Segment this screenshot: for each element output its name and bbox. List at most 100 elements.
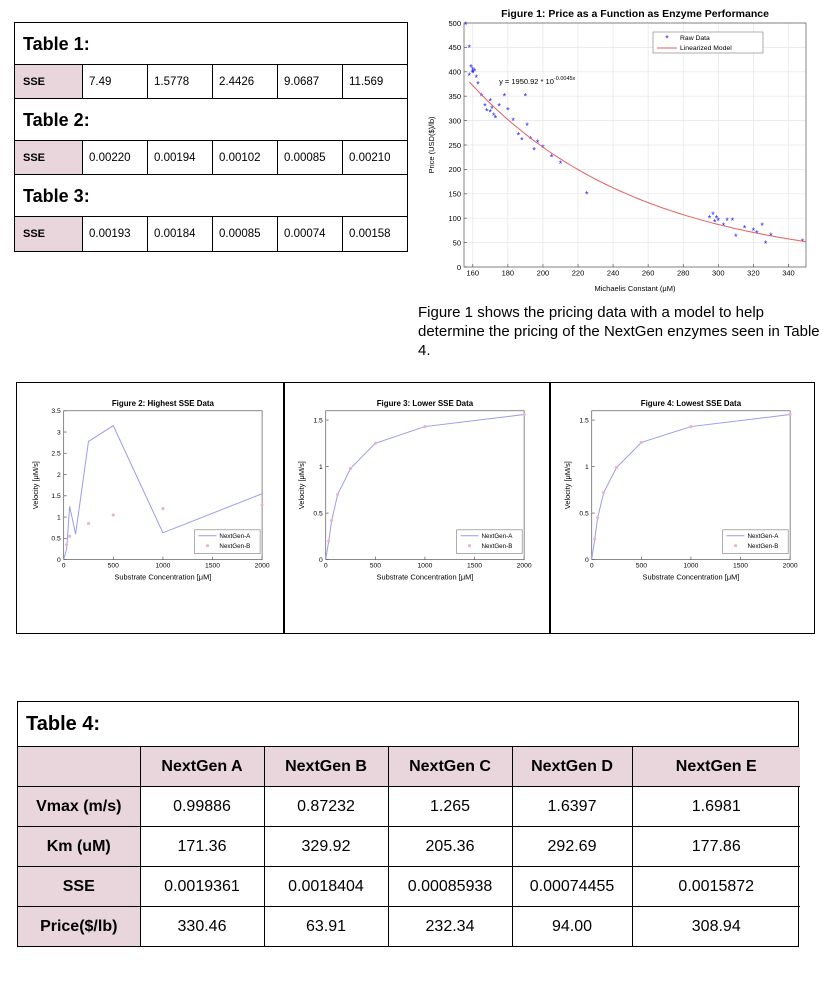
model-equation: y = 1950.92 * 10-0.0045x bbox=[499, 76, 575, 86]
data-point: * bbox=[471, 65, 475, 75]
y-axis-label: Price (USD($)/lb) bbox=[427, 116, 436, 174]
x-tick-label: 280 bbox=[677, 269, 690, 278]
table-row: SSE 0.00193 0.00184 0.00085 0.00074 0.00158 bbox=[15, 217, 407, 251]
legend-label: NextGen-B bbox=[747, 543, 778, 550]
table-cell: 94.00 bbox=[511, 906, 633, 946]
table-cell: 0.00085938 bbox=[387, 866, 513, 907]
x-tick-label: 1500 bbox=[205, 562, 220, 569]
y-tick-label: 450 bbox=[448, 43, 461, 52]
y-tick-label: 50 bbox=[453, 238, 461, 247]
row-label: Vmax (m/s) bbox=[18, 786, 141, 827]
legend-label: NextGen-B bbox=[481, 543, 512, 550]
data-point: * bbox=[715, 214, 719, 224]
table-4-header-cell: NextGen A bbox=[139, 747, 265, 787]
x-tick-label: 500 bbox=[370, 562, 381, 569]
data-point: * bbox=[550, 153, 554, 163]
x-tick-label: 320 bbox=[747, 269, 760, 278]
row-label: SSE bbox=[15, 65, 83, 98]
data-point: * bbox=[743, 223, 747, 233]
data-point bbox=[596, 516, 600, 520]
table-row: Price($/lb) 330.46 63.91 232.34 94.00 30… bbox=[18, 906, 800, 946]
table-cell: 0.0018404 bbox=[263, 866, 389, 907]
table-4-header-cell: NextGen C bbox=[387, 747, 513, 787]
y-tick-label: 0.5 bbox=[579, 510, 589, 517]
y-axis-label: Velocity [μM/s] bbox=[297, 461, 306, 509]
data-point bbox=[593, 537, 597, 541]
chart-group: Figure 3: Lower SSE Data 0 500 1000 1500 2000… bbox=[297, 399, 532, 582]
table-cell: 330.46 bbox=[139, 906, 265, 946]
table-cell: 205.36 bbox=[387, 826, 513, 867]
figure-3-chart: Figure 3: Lower SSE Data 0 500 1000 1500 2000… bbox=[297, 399, 532, 582]
legend-label: NextGen-A bbox=[481, 533, 513, 540]
chart-group: Figure 4: Lowest SSE Data 0 500 1000 1500 200… bbox=[563, 399, 798, 582]
data-point: * bbox=[489, 97, 493, 107]
data-point bbox=[330, 518, 334, 523]
y-tick-label: 100 bbox=[448, 214, 461, 223]
table-cell: 9.0687 bbox=[278, 65, 343, 98]
y-tick-label: 250 bbox=[448, 141, 461, 150]
data-point: * bbox=[469, 62, 473, 72]
data-point: * bbox=[492, 111, 496, 121]
x-tick-label: 300 bbox=[712, 269, 725, 278]
table-4-grid: NextGen A NextGen B NextGen C NextGen D … bbox=[18, 747, 800, 946]
data-point: * bbox=[475, 73, 479, 83]
data-point bbox=[161, 506, 165, 511]
y-tick-label: 0 bbox=[585, 557, 589, 564]
data-point: * bbox=[473, 66, 477, 76]
y-tick-label: 1.5 bbox=[51, 493, 61, 500]
data-point: * bbox=[559, 159, 563, 169]
x-tick-label: 1500 bbox=[733, 562, 748, 569]
table-row: SSE 0.00220 0.00194 0.00102 0.00085 0.00210 bbox=[15, 141, 407, 175]
panel-divider bbox=[549, 383, 551, 633]
row-label: Km (uM) bbox=[18, 826, 141, 867]
series-line bbox=[63, 424, 263, 560]
x-axis-label: Substrate Concentration [μM] bbox=[376, 572, 473, 581]
data-point bbox=[327, 539, 331, 543]
data-point: * bbox=[529, 135, 533, 145]
x-tick-label: 160 bbox=[467, 269, 480, 278]
y-tick-label: 1 bbox=[57, 514, 61, 521]
y-tick-label: 300 bbox=[448, 116, 461, 125]
x-tick-label: 340 bbox=[782, 269, 795, 278]
table-cell: 63.91 bbox=[263, 906, 389, 946]
data-point: * bbox=[497, 101, 501, 111]
legend-swatch bbox=[733, 544, 738, 548]
data-point: * bbox=[725, 216, 729, 226]
data-point: * bbox=[731, 216, 735, 226]
data-point: * bbox=[717, 216, 721, 226]
data-point bbox=[689, 425, 693, 429]
table-cell: 0.00193 bbox=[83, 217, 148, 251]
y-tick-label: 0.5 bbox=[51, 536, 61, 543]
table-4-header-row: NextGen A NextGen B NextGen C NextGen D … bbox=[18, 747, 800, 787]
table-cell: 0.00074 bbox=[278, 217, 343, 251]
x-tick-label: 500 bbox=[108, 562, 119, 569]
x-tick-label: 260 bbox=[642, 269, 655, 278]
figure-1-chart: Figure 1: Price as a Function as Enzyme … bbox=[427, 8, 807, 293]
legend-label: Linearized Model bbox=[680, 45, 732, 52]
data-point: * bbox=[480, 92, 484, 102]
table-cell: 0.0015872 bbox=[631, 866, 800, 907]
figures-2-4-panel: Figure 2: Highest SSE Data 0 500 1000 1500 20… bbox=[16, 382, 815, 634]
legend-swatch bbox=[205, 544, 210, 548]
y-tick-label: 3 bbox=[57, 429, 61, 436]
y-tick-label: 0 bbox=[319, 557, 323, 564]
figure-1-caption: Figure 1 shows the pricing data with a m… bbox=[418, 304, 820, 359]
y-tick-label: 0 bbox=[57, 557, 61, 564]
table-cell: 232.34 bbox=[387, 906, 513, 946]
row-label: SSE bbox=[15, 141, 83, 174]
data-point: * bbox=[471, 67, 475, 77]
y-tick-label: 200 bbox=[448, 165, 461, 174]
data-point: * bbox=[520, 136, 524, 146]
chart-title: Figure 1: Price as a Function as Enzyme … bbox=[501, 8, 769, 20]
chart-group: Figure 1: Price as a Function as Enzyme … bbox=[427, 8, 807, 293]
legend-label: Raw Data bbox=[680, 35, 710, 42]
x-axis-label: Substrate Concentration [μM] bbox=[114, 572, 211, 581]
data-point: * bbox=[503, 92, 507, 102]
table-cell: 0.00085 bbox=[213, 217, 278, 251]
y-tick-label: 1 bbox=[319, 464, 323, 471]
x-axis-label: Michaelis Constant (μM) bbox=[594, 284, 676, 293]
data-point: * bbox=[471, 68, 475, 78]
data-point: * bbox=[517, 131, 521, 141]
table-row: SSE 7.49 1.5778 2.4426 9.0687 11.569 bbox=[15, 65, 407, 99]
